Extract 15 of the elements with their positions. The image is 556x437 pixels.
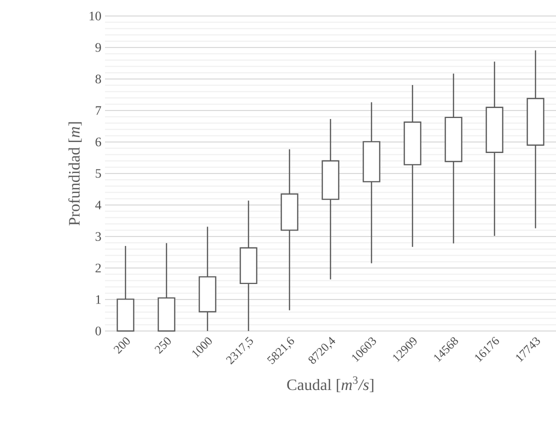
y-tick-label: 3	[96, 232, 101, 241]
y-tick-label: 7	[96, 106, 102, 115]
x-tick-label: 250	[154, 337, 171, 354]
y-tick-label: 5	[96, 169, 101, 178]
y-tick-label: 1	[96, 295, 101, 304]
y-tick-label: 4	[95, 200, 102, 210]
y-tick-label: 6	[96, 138, 102, 146]
y-tick-label: 9	[95, 43, 101, 52]
y-tick-label: 10	[90, 12, 101, 20]
y-tick-label: 8	[96, 74, 101, 84]
x-tick-label: 200	[114, 337, 130, 354]
y-tick-label: 0	[96, 326, 101, 336]
y-axis-title: Profundidad [m]	[68, 122, 82, 226]
x-axis-title: Caudal [m$^{3}$/s]	[287, 376, 374, 392]
y-tick-label: 2	[96, 264, 101, 272]
